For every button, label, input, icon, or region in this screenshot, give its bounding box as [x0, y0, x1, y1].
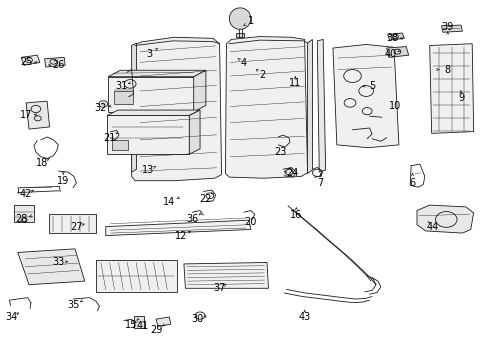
Text: 4: 4: [241, 58, 247, 68]
Text: 15: 15: [125, 320, 137, 330]
Polygon shape: [108, 77, 194, 112]
Text: 11: 11: [289, 78, 301, 88]
Text: 25: 25: [20, 57, 32, 67]
Text: 38: 38: [387, 33, 399, 43]
Text: 39: 39: [441, 22, 454, 32]
Polygon shape: [132, 43, 137, 172]
Polygon shape: [441, 25, 463, 32]
Polygon shape: [96, 260, 176, 292]
Text: 14: 14: [163, 197, 175, 207]
Text: 27: 27: [70, 222, 83, 232]
Text: 37: 37: [214, 283, 226, 293]
Polygon shape: [318, 40, 326, 172]
Text: 22: 22: [199, 194, 212, 204]
Polygon shape: [106, 220, 251, 235]
Text: 31: 31: [116, 81, 128, 91]
Polygon shape: [184, 262, 269, 288]
Text: 36: 36: [186, 214, 198, 224]
Text: 35: 35: [67, 300, 79, 310]
Polygon shape: [132, 37, 221, 181]
Polygon shape: [417, 205, 474, 233]
Polygon shape: [430, 44, 474, 134]
Polygon shape: [45, 57, 65, 67]
Polygon shape: [333, 44, 399, 148]
Text: 5: 5: [369, 81, 375, 91]
Text: 43: 43: [298, 312, 311, 322]
Polygon shape: [156, 317, 171, 326]
Text: 13: 13: [142, 165, 154, 175]
Text: 24: 24: [287, 168, 299, 178]
Text: 18: 18: [36, 158, 49, 168]
Text: 20: 20: [245, 217, 257, 227]
Text: 42: 42: [20, 189, 32, 199]
Bar: [114, 91, 133, 104]
Text: 32: 32: [95, 103, 107, 113]
Polygon shape: [18, 249, 85, 285]
Text: 6: 6: [410, 178, 416, 188]
Text: 12: 12: [175, 231, 188, 240]
Bar: [49, 215, 97, 233]
Text: 29: 29: [150, 325, 162, 335]
Text: 10: 10: [390, 102, 402, 112]
Polygon shape: [108, 70, 206, 77]
Polygon shape: [26, 101, 49, 129]
Text: 23: 23: [274, 147, 286, 157]
Polygon shape: [21, 55, 40, 65]
Text: 21: 21: [103, 133, 115, 143]
Text: 26: 26: [52, 60, 65, 70]
Text: 9: 9: [458, 93, 464, 103]
Bar: [236, 33, 244, 37]
Polygon shape: [387, 46, 409, 57]
Text: 41: 41: [136, 321, 148, 331]
Bar: [14, 205, 34, 222]
Text: 8: 8: [445, 64, 451, 75]
Bar: [112, 140, 128, 150]
Polygon shape: [229, 8, 251, 30]
Polygon shape: [194, 70, 206, 112]
Polygon shape: [225, 37, 308, 178]
Text: 1: 1: [248, 17, 254, 27]
Text: 28: 28: [15, 215, 27, 224]
Text: 3: 3: [147, 49, 153, 59]
Text: 17: 17: [20, 110, 32, 120]
Polygon shape: [107, 110, 200, 116]
Text: 33: 33: [52, 257, 65, 267]
Bar: [134, 316, 145, 328]
Text: 44: 44: [427, 222, 439, 232]
Text: 30: 30: [191, 314, 203, 324]
Text: 16: 16: [290, 210, 302, 220]
Text: 34: 34: [5, 312, 18, 322]
Polygon shape: [388, 33, 404, 40]
Text: 2: 2: [260, 70, 266, 80]
Text: 19: 19: [57, 176, 70, 186]
Polygon shape: [107, 116, 189, 154]
Polygon shape: [189, 110, 200, 154]
Text: 40: 40: [385, 49, 397, 59]
Text: 7: 7: [318, 178, 324, 188]
Polygon shape: [308, 40, 313, 174]
